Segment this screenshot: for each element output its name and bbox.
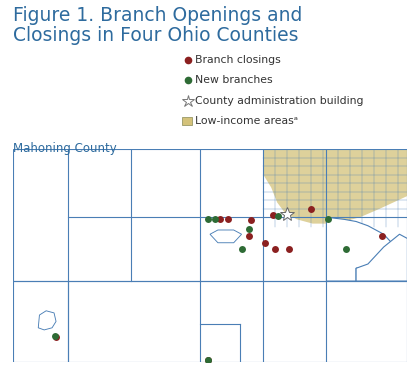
Bar [13,281,407,362]
Text: Branch closings: Branch closings [195,55,281,65]
Polygon shape [38,311,56,330]
Text: Figure 1. Branch Openings and: Figure 1. Branch Openings and [13,6,302,25]
Polygon shape [263,149,407,224]
Bar [13,149,407,281]
Polygon shape [326,217,391,281]
Text: New branches: New branches [195,75,273,85]
Polygon shape [210,230,241,243]
Text: County administration building: County administration building [195,96,364,106]
Text: Low-income areasᵃ: Low-income areasᵃ [195,116,298,126]
Text: Closings in Four Ohio Counties: Closings in Four Ohio Counties [13,26,298,45]
Polygon shape [356,234,407,281]
Text: Mahoning County: Mahoning County [13,142,116,155]
